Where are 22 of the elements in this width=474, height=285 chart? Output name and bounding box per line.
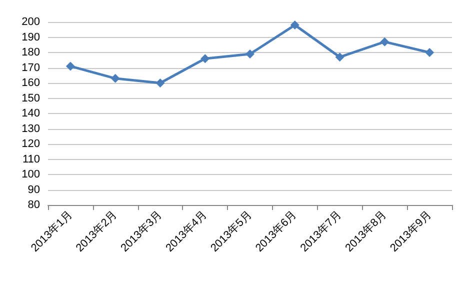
point: [335, 52, 344, 62]
y-tick-label: 150: [22, 92, 40, 104]
y-tick-label: 110: [22, 153, 40, 166]
point: [200, 54, 210, 64]
point: [156, 78, 165, 88]
y-tick-label: 180: [22, 46, 40, 58]
y-tick-label: 100: [22, 168, 40, 180]
y-tick-label: 80: [28, 199, 40, 211]
y-tick-label: 170: [22, 62, 40, 74]
y-tick-label: 120: [22, 138, 40, 150]
point: [110, 74, 120, 83]
point: [380, 37, 390, 46]
y-tick-label: 190: [22, 31, 40, 44]
y-tick-label: 160: [22, 77, 40, 89]
y-tick-label: 130: [22, 122, 40, 135]
point: [425, 48, 434, 57]
y-tick-label: 140: [22, 108, 40, 120]
point: [246, 50, 254, 59]
point: [290, 20, 300, 30]
y-tick-label: 200: [22, 16, 40, 28]
y-tick-label: 90: [28, 184, 40, 196]
point: [66, 62, 75, 71]
